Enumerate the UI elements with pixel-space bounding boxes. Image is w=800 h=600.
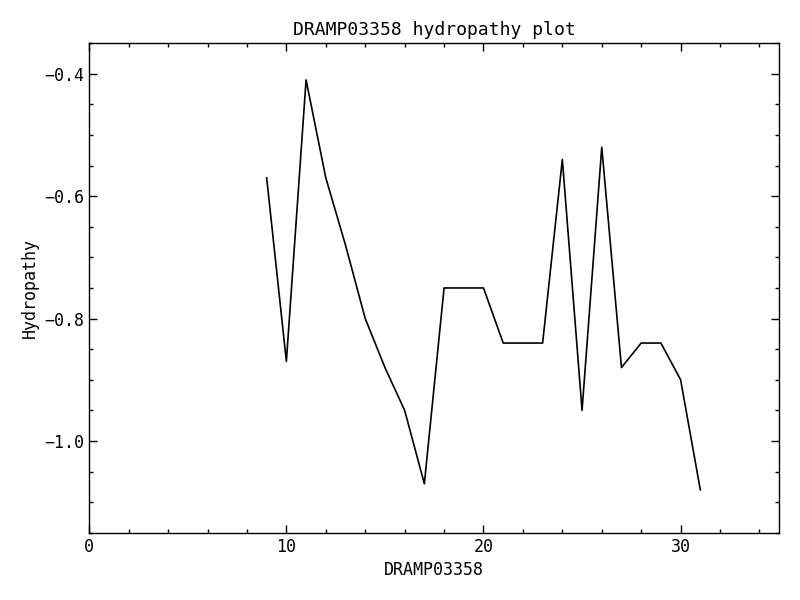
Y-axis label: Hydropathy: Hydropathy — [21, 238, 39, 338]
Title: DRAMP03358 hydropathy plot: DRAMP03358 hydropathy plot — [293, 21, 575, 39]
X-axis label: DRAMP03358: DRAMP03358 — [384, 561, 484, 579]
